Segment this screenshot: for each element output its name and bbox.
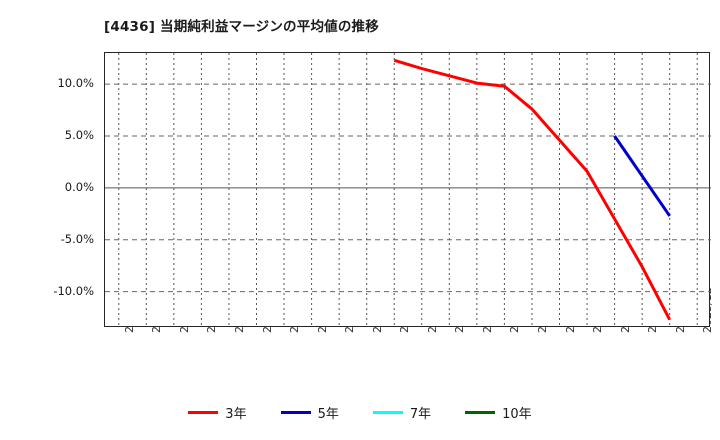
legend-label: 3年 [225, 407, 247, 422]
chart-title: [4436] 当期純利益マージンの平均値の推移 [104, 19, 379, 35]
data-series-lines [393, 58, 672, 321]
y-axis-tick-label: -10.0% [53, 283, 94, 298]
legend-line-swatch [280, 411, 311, 414]
chart-legend: 3年 5年 7年 10年 [0, 403, 720, 422]
legend-line-swatch [372, 411, 403, 414]
legend-item[interactable]: 10年 [465, 403, 532, 422]
legend-label: 5年 [317, 407, 339, 422]
legend-item[interactable]: 3年 [188, 403, 247, 422]
y-axis-tick-label: 10.0% [57, 76, 94, 91]
legend-line-swatch [188, 411, 219, 414]
y-axis-tick-label: 0.0% [64, 179, 94, 194]
plot-area [104, 52, 711, 328]
legend-line-swatch [465, 411, 496, 414]
gridlines [105, 53, 711, 328]
legend-label: 7年 [409, 407, 432, 422]
legend-item[interactable]: 7年 [372, 403, 432, 422]
y-axis-tick-label: 5.0% [64, 128, 94, 143]
y-axis-tick-label: -5.0% [60, 231, 94, 246]
legend-item[interactable]: 5年 [280, 403, 339, 422]
legend-label: 10年 [502, 407, 532, 422]
